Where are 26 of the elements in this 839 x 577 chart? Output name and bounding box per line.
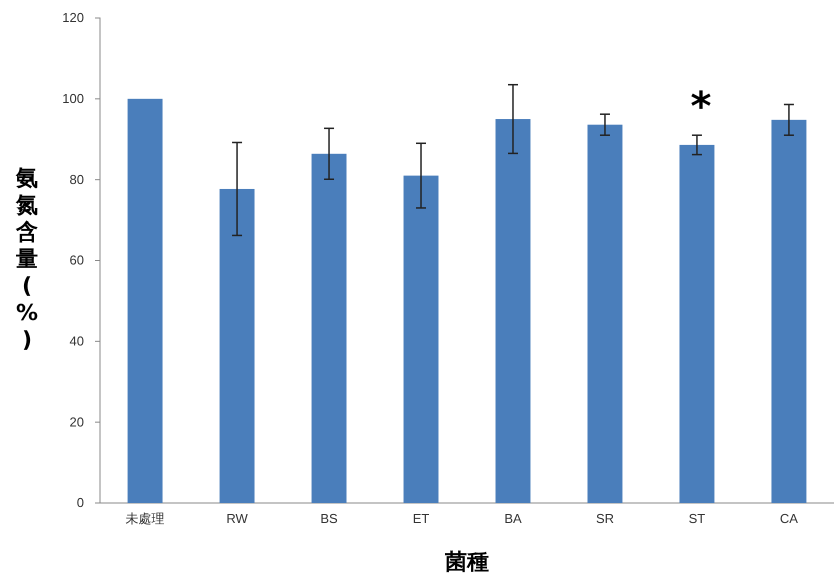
x-tick-label: BA [504, 510, 522, 526]
x-axis-title: 菌種 [444, 550, 489, 575]
annotation: * [690, 84, 712, 130]
y-tick-label: 60 [70, 252, 84, 268]
bar [679, 144, 714, 503]
y-tick-label: 40 [70, 333, 84, 348]
x-tick-label: ET [412, 510, 430, 526]
x-tick-label: 未處理 [126, 510, 165, 526]
y-tick-label: 80 [70, 172, 84, 187]
y-tick-label: 100 [62, 90, 84, 106]
y-tick-label: 20 [70, 414, 84, 430]
x-tick-label: BS [320, 510, 338, 526]
x-tick-label: CA [780, 510, 798, 526]
y-axis-title: 氨氮含量(%) [15, 166, 38, 353]
bar [496, 119, 530, 503]
bar [128, 98, 163, 503]
bar [587, 124, 622, 503]
x-tick-label: SR [596, 510, 614, 526]
y-tick-label: 120 [62, 10, 84, 26]
bar [312, 154, 347, 503]
x-tick-label: ST [688, 510, 706, 526]
bar [220, 188, 255, 503]
bar [771, 120, 806, 503]
bar [404, 176, 438, 503]
y-tick-label: 0 [76, 495, 84, 510]
x-tick-label: RW [226, 510, 248, 526]
